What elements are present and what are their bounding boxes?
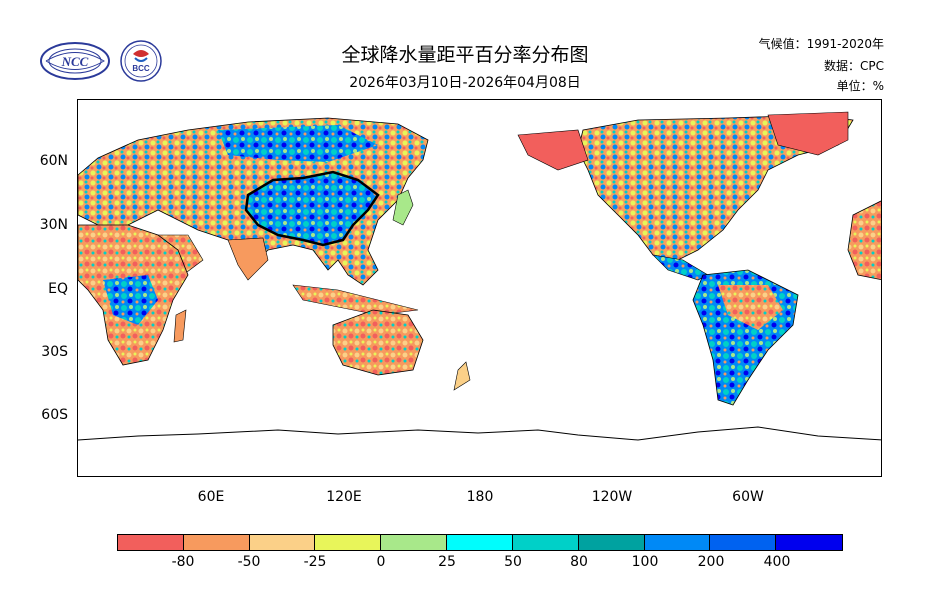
legend-label: 100: [631, 554, 659, 570]
legend-label: -25: [303, 554, 327, 570]
bcc-logo: BCC: [120, 40, 162, 82]
siberia-wet: [218, 125, 378, 162]
maritime-se-asia: [292, 284, 419, 316]
alaska-land: [517, 129, 589, 171]
legend-swatch: [315, 535, 382, 550]
west-africa-edge: [847, 200, 881, 281]
legend-swatch: [776, 535, 842, 550]
legend-swatch: [118, 535, 184, 550]
japan-land: [392, 189, 414, 226]
map-title: 全球降水量距平百分率分布图: [341, 44, 589, 66]
greenland-land: [767, 111, 849, 156]
china-outline: [244, 170, 380, 247]
australia-land: [332, 309, 424, 376]
legend-colorbar: [117, 534, 843, 551]
africa-wet-center: [103, 275, 158, 325]
lat-tick-eq: EQ: [48, 281, 68, 297]
legend-label: 50: [504, 554, 522, 570]
lat-tick-30n: 30N: [39, 217, 68, 233]
legend-label: 0: [376, 554, 386, 570]
lat-tick-30s: 30S: [41, 344, 68, 360]
lon-tick-60w: 60W: [732, 489, 764, 505]
data-source-label: 数据：CPC: [824, 59, 884, 73]
legend-swatch: [512, 535, 579, 550]
madagascar-land: [173, 309, 187, 343]
unit-label: 单位：%: [836, 79, 884, 93]
india-land: [227, 237, 269, 281]
climatology-label: 气候值：1991-2020年: [758, 37, 884, 51]
ncc-logo-text: NCC: [61, 54, 89, 69]
legend-swatch: [183, 535, 250, 550]
lon-tick-120w: 120W: [591, 489, 633, 505]
precipitation-map: [78, 111, 881, 441]
ncc-logo: NCC: [40, 42, 110, 80]
legend-swatch: [447, 535, 513, 550]
lat-tick-60s: 60S: [41, 407, 68, 423]
legend-label: 80: [570, 554, 588, 570]
antarctica-coastline: [78, 426, 881, 441]
legend-swatch: [249, 535, 316, 550]
new-zealand-land: [453, 361, 471, 391]
legend-swatch: [644, 535, 711, 550]
legend-label: 200: [697, 554, 725, 570]
legend-label: 25: [438, 554, 456, 570]
map-panel: [77, 99, 882, 477]
bcc-logo-text: BCC: [132, 64, 150, 73]
legend-swatch: [381, 535, 448, 550]
lon-tick-180: 180: [466, 489, 494, 505]
lon-tick-120e: 120E: [326, 489, 362, 505]
legend-label: 400: [763, 554, 791, 570]
south-america-dry: [718, 285, 783, 330]
legend-label: -50: [237, 554, 261, 570]
lon-tick-60e: 60E: [197, 489, 225, 505]
legend-swatch: [710, 535, 777, 550]
legend-swatch: [578, 535, 645, 550]
map-subtitle: 2026年03月10日-2026年04月08日: [349, 75, 581, 91]
lat-tick-60n: 60N: [39, 153, 68, 169]
legend-label: -80: [171, 554, 195, 570]
